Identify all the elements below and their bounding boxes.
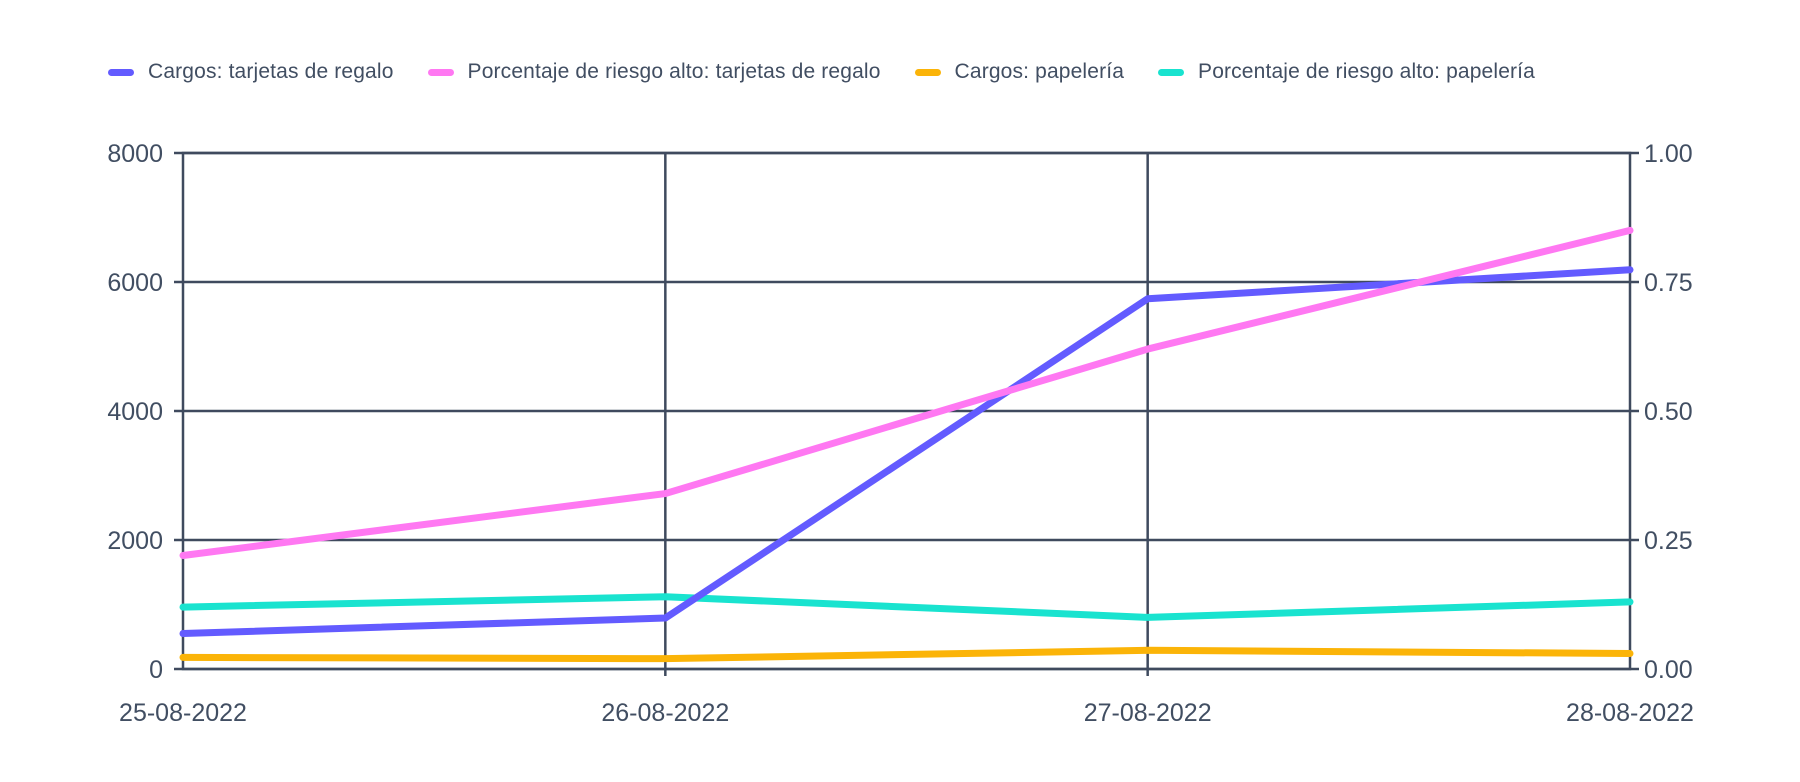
- legend-item-cargos-papeleria[interactable]: Cargos: papelería: [914, 58, 1125, 86]
- legend-label: Cargos: papelería: [954, 60, 1125, 83]
- y-axis-label-right: 0.00: [1644, 656, 1693, 684]
- legend-swatch-cargos-papeleria: [914, 68, 941, 76]
- x-axis-label: 28-08-2022: [1566, 699, 1694, 727]
- series-line-porcentaje-de-riesgo-alto-tarjetas-de-regalo: [179, 226, 1634, 559]
- legend-item-riesgo-alto-tarjetas-de-regalo[interactable]: Porcentaje de riesgo alto: tarjetas de r…: [427, 58, 881, 86]
- y-axis-label-left: 4000: [107, 398, 163, 426]
- plot-border: [181, 151, 1632, 671]
- legend-item-riesgo-alto-papeleria[interactable]: Porcentaje de riesgo alto: papelería: [1158, 58, 1535, 86]
- x-axis-label: 26-08-2022: [601, 699, 729, 727]
- chart-legend: Cargos: tarjetas de regalo Porcentaje de…: [108, 58, 1535, 86]
- y-axis-label-right: 1.00: [1644, 140, 1693, 168]
- y-axis-label-left: 2000: [107, 527, 163, 555]
- series-line-cargos-papeleria: [179, 646, 1634, 663]
- legend-swatch-cargos-tarjetas-de-regalo: [108, 68, 134, 76]
- legend-swatch-riesgo-alto-papeleria: [1158, 68, 1185, 76]
- y-axis-label-right: 0.25: [1644, 527, 1693, 555]
- y-axis-label-right: 0.75: [1644, 269, 1693, 297]
- series-line-cargos-tarjetas-de-regalo: [179, 266, 1634, 638]
- x-axis-label: 27-08-2022: [1084, 699, 1212, 727]
- legend-label: Porcentaje de riesgo alto: tarjetas de r…: [467, 60, 881, 83]
- y-axis-label-left: 6000: [107, 269, 163, 297]
- series-line-porcentaje-de-riesgo-alto-papeleria: [179, 593, 1634, 621]
- y-axis-label-left: 8000: [107, 140, 163, 168]
- y-axis-label-right: 0.50: [1644, 398, 1693, 426]
- legend-swatch-riesgo-alto-tarjetas-de-regalo: [427, 68, 454, 76]
- legend-label: Cargos: tarjetas de regalo: [148, 60, 394, 83]
- legend-label: Porcentaje de riesgo alto: papelería: [1198, 60, 1535, 83]
- y-axis-label-left: 0: [149, 656, 163, 684]
- legend-item-cargos-tarjetas-de-regalo[interactable]: Cargos: tarjetas de regalo: [108, 58, 394, 86]
- x-axis-label: 25-08-2022: [119, 699, 247, 727]
